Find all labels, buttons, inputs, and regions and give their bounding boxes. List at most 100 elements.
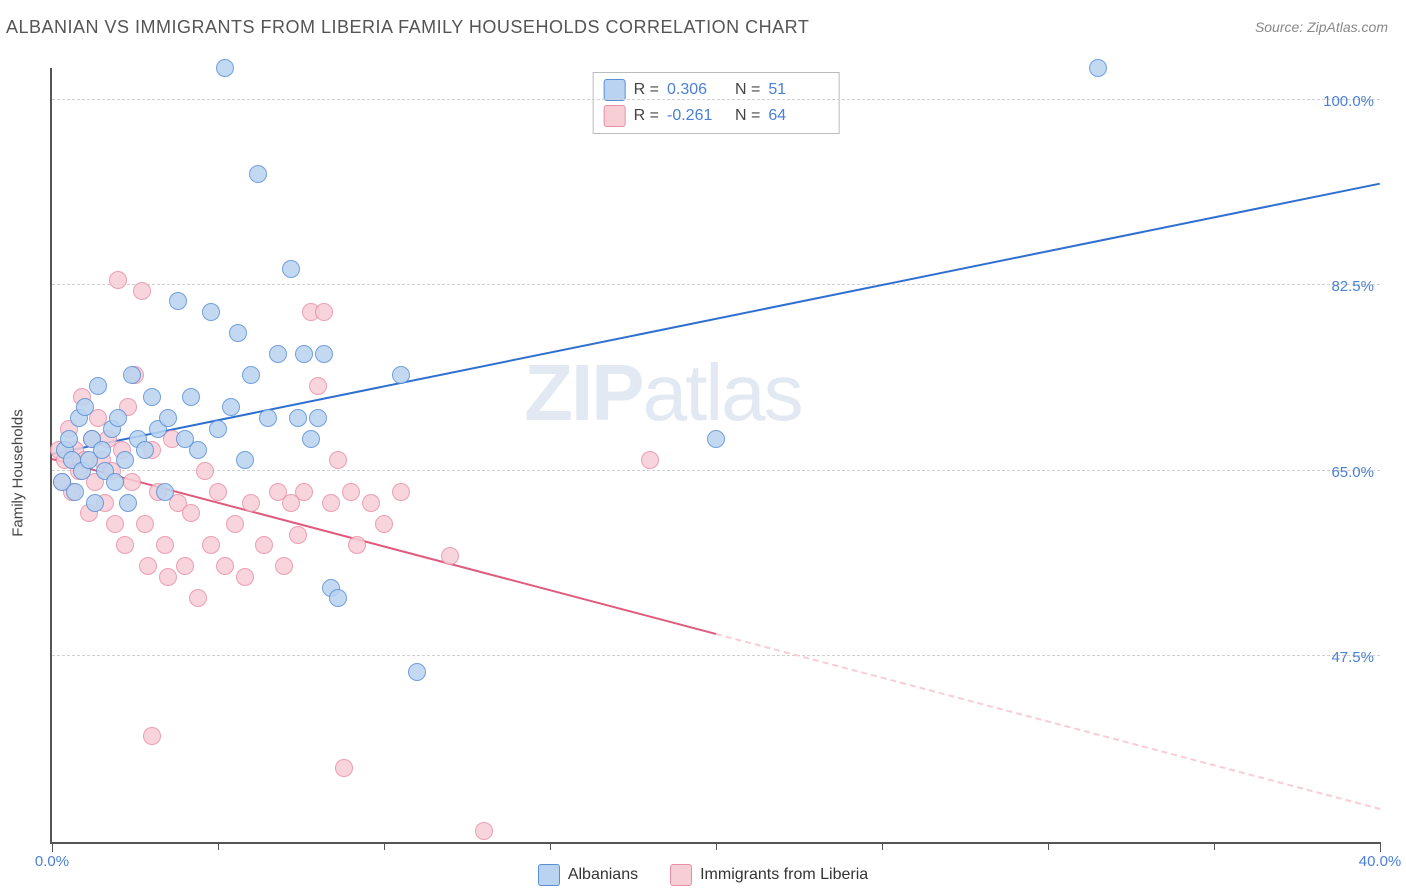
scatter-point [249, 165, 267, 183]
xtick [1048, 842, 1049, 850]
scatter-point [216, 557, 234, 575]
scatter-point [641, 451, 659, 469]
scatter-point [322, 494, 340, 512]
chart-title: ALBANIAN VS IMMIGRANTS FROM LIBERIA FAMI… [6, 17, 809, 38]
scatter-point [189, 589, 207, 607]
scatter-point [362, 494, 380, 512]
scatter-point [309, 377, 327, 395]
scatter-point [289, 526, 307, 544]
scatter-point [408, 663, 426, 681]
scatter-point [222, 398, 240, 416]
scatter-point [342, 483, 360, 501]
scatter-point [106, 473, 124, 491]
scatter-point [329, 589, 347, 607]
scatter-point [226, 515, 244, 533]
scatter-point [133, 282, 151, 300]
scatter-point [93, 441, 111, 459]
plot-area: ZIPatlas R = 0.306 N = 51 R = -0.261 N =… [50, 68, 1380, 844]
watermark: ZIPatlas [524, 347, 801, 439]
legend-label: Albanians [568, 866, 638, 884]
scatter-point [156, 536, 174, 554]
scatter-point [375, 515, 393, 533]
scatter-point [176, 557, 194, 575]
scatter-point [242, 366, 260, 384]
scatter-point [295, 345, 313, 363]
scatter-point [315, 303, 333, 321]
scatter-point [143, 727, 161, 745]
scatter-point [295, 483, 313, 501]
scatter-point [302, 430, 320, 448]
r-label: R = [634, 107, 659, 125]
scatter-point [259, 409, 277, 427]
scatter-point [136, 515, 154, 533]
ytick-label: 47.5% [1331, 650, 1374, 667]
scatter-point [182, 388, 200, 406]
ytick-label: 100.0% [1323, 93, 1374, 110]
r-label: R = [634, 81, 659, 99]
scatter-point [236, 568, 254, 586]
scatter-point [76, 398, 94, 416]
scatter-point [209, 483, 227, 501]
scatter-point [475, 822, 493, 840]
gridline [52, 655, 1380, 656]
legend-swatch-albanians [604, 79, 626, 101]
chart-container: ALBANIAN VS IMMIGRANTS FROM LIBERIA FAMI… [0, 0, 1406, 892]
scatter-point [116, 536, 134, 554]
legend-swatch-icon [538, 864, 560, 886]
scatter-point [123, 366, 141, 384]
n-value-liberia: 64 [768, 107, 828, 125]
watermark-rest: atlas [643, 348, 802, 437]
scatter-point [159, 568, 177, 586]
correlation-legend: R = 0.306 N = 51 R = -0.261 N = 64 [593, 72, 840, 134]
xtick [218, 842, 219, 850]
xtick [1214, 842, 1215, 850]
scatter-point [209, 420, 227, 438]
series-legend: Albanians Immigrants from Liberia [0, 864, 1406, 886]
chart-header: ALBANIAN VS IMMIGRANTS FROM LIBERIA FAMI… [0, 0, 1406, 54]
scatter-point [66, 483, 84, 501]
source-attribution: Source: ZipAtlas.com [1255, 19, 1388, 35]
plot-wrap: Family Households ZIPatlas R = 0.306 N =… [0, 54, 1406, 892]
gridline [52, 99, 1380, 100]
scatter-point [289, 409, 307, 427]
scatter-point [139, 557, 157, 575]
scatter-point [441, 547, 459, 565]
r-value-liberia: -0.261 [667, 107, 727, 125]
scatter-point [159, 409, 177, 427]
xtick [384, 842, 385, 850]
scatter-point [169, 292, 187, 310]
yaxis-label: Family Households [10, 409, 27, 537]
n-label: N = [735, 107, 760, 125]
legend-row-liberia: R = -0.261 N = 64 [604, 103, 829, 129]
scatter-point [348, 536, 366, 554]
legend-swatch-liberia [604, 105, 626, 127]
ytick-label: 65.0% [1331, 464, 1374, 481]
scatter-point [236, 451, 254, 469]
xtick [550, 842, 551, 850]
scatter-point [189, 441, 207, 459]
r-value-albanians: 0.306 [667, 81, 727, 99]
scatter-point [86, 494, 104, 512]
scatter-point [275, 557, 293, 575]
scatter-point [116, 451, 134, 469]
trendline-extrapolated [716, 633, 1381, 810]
scatter-point [229, 324, 247, 342]
legend-item-albanians: Albanians [538, 864, 638, 886]
scatter-point [143, 388, 161, 406]
scatter-point [269, 345, 287, 363]
scatter-point [202, 536, 220, 554]
scatter-point [216, 59, 234, 77]
trendline [52, 183, 1380, 455]
xtick [716, 842, 717, 850]
ytick-label: 82.5% [1331, 279, 1374, 296]
scatter-point [707, 430, 725, 448]
scatter-point [242, 494, 260, 512]
gridline [52, 470, 1380, 471]
legend-swatch-icon [670, 864, 692, 886]
xtick [1380, 842, 1381, 852]
scatter-point [255, 536, 273, 554]
scatter-point [119, 494, 137, 512]
scatter-point [136, 441, 154, 459]
scatter-point [392, 366, 410, 384]
scatter-point [282, 260, 300, 278]
